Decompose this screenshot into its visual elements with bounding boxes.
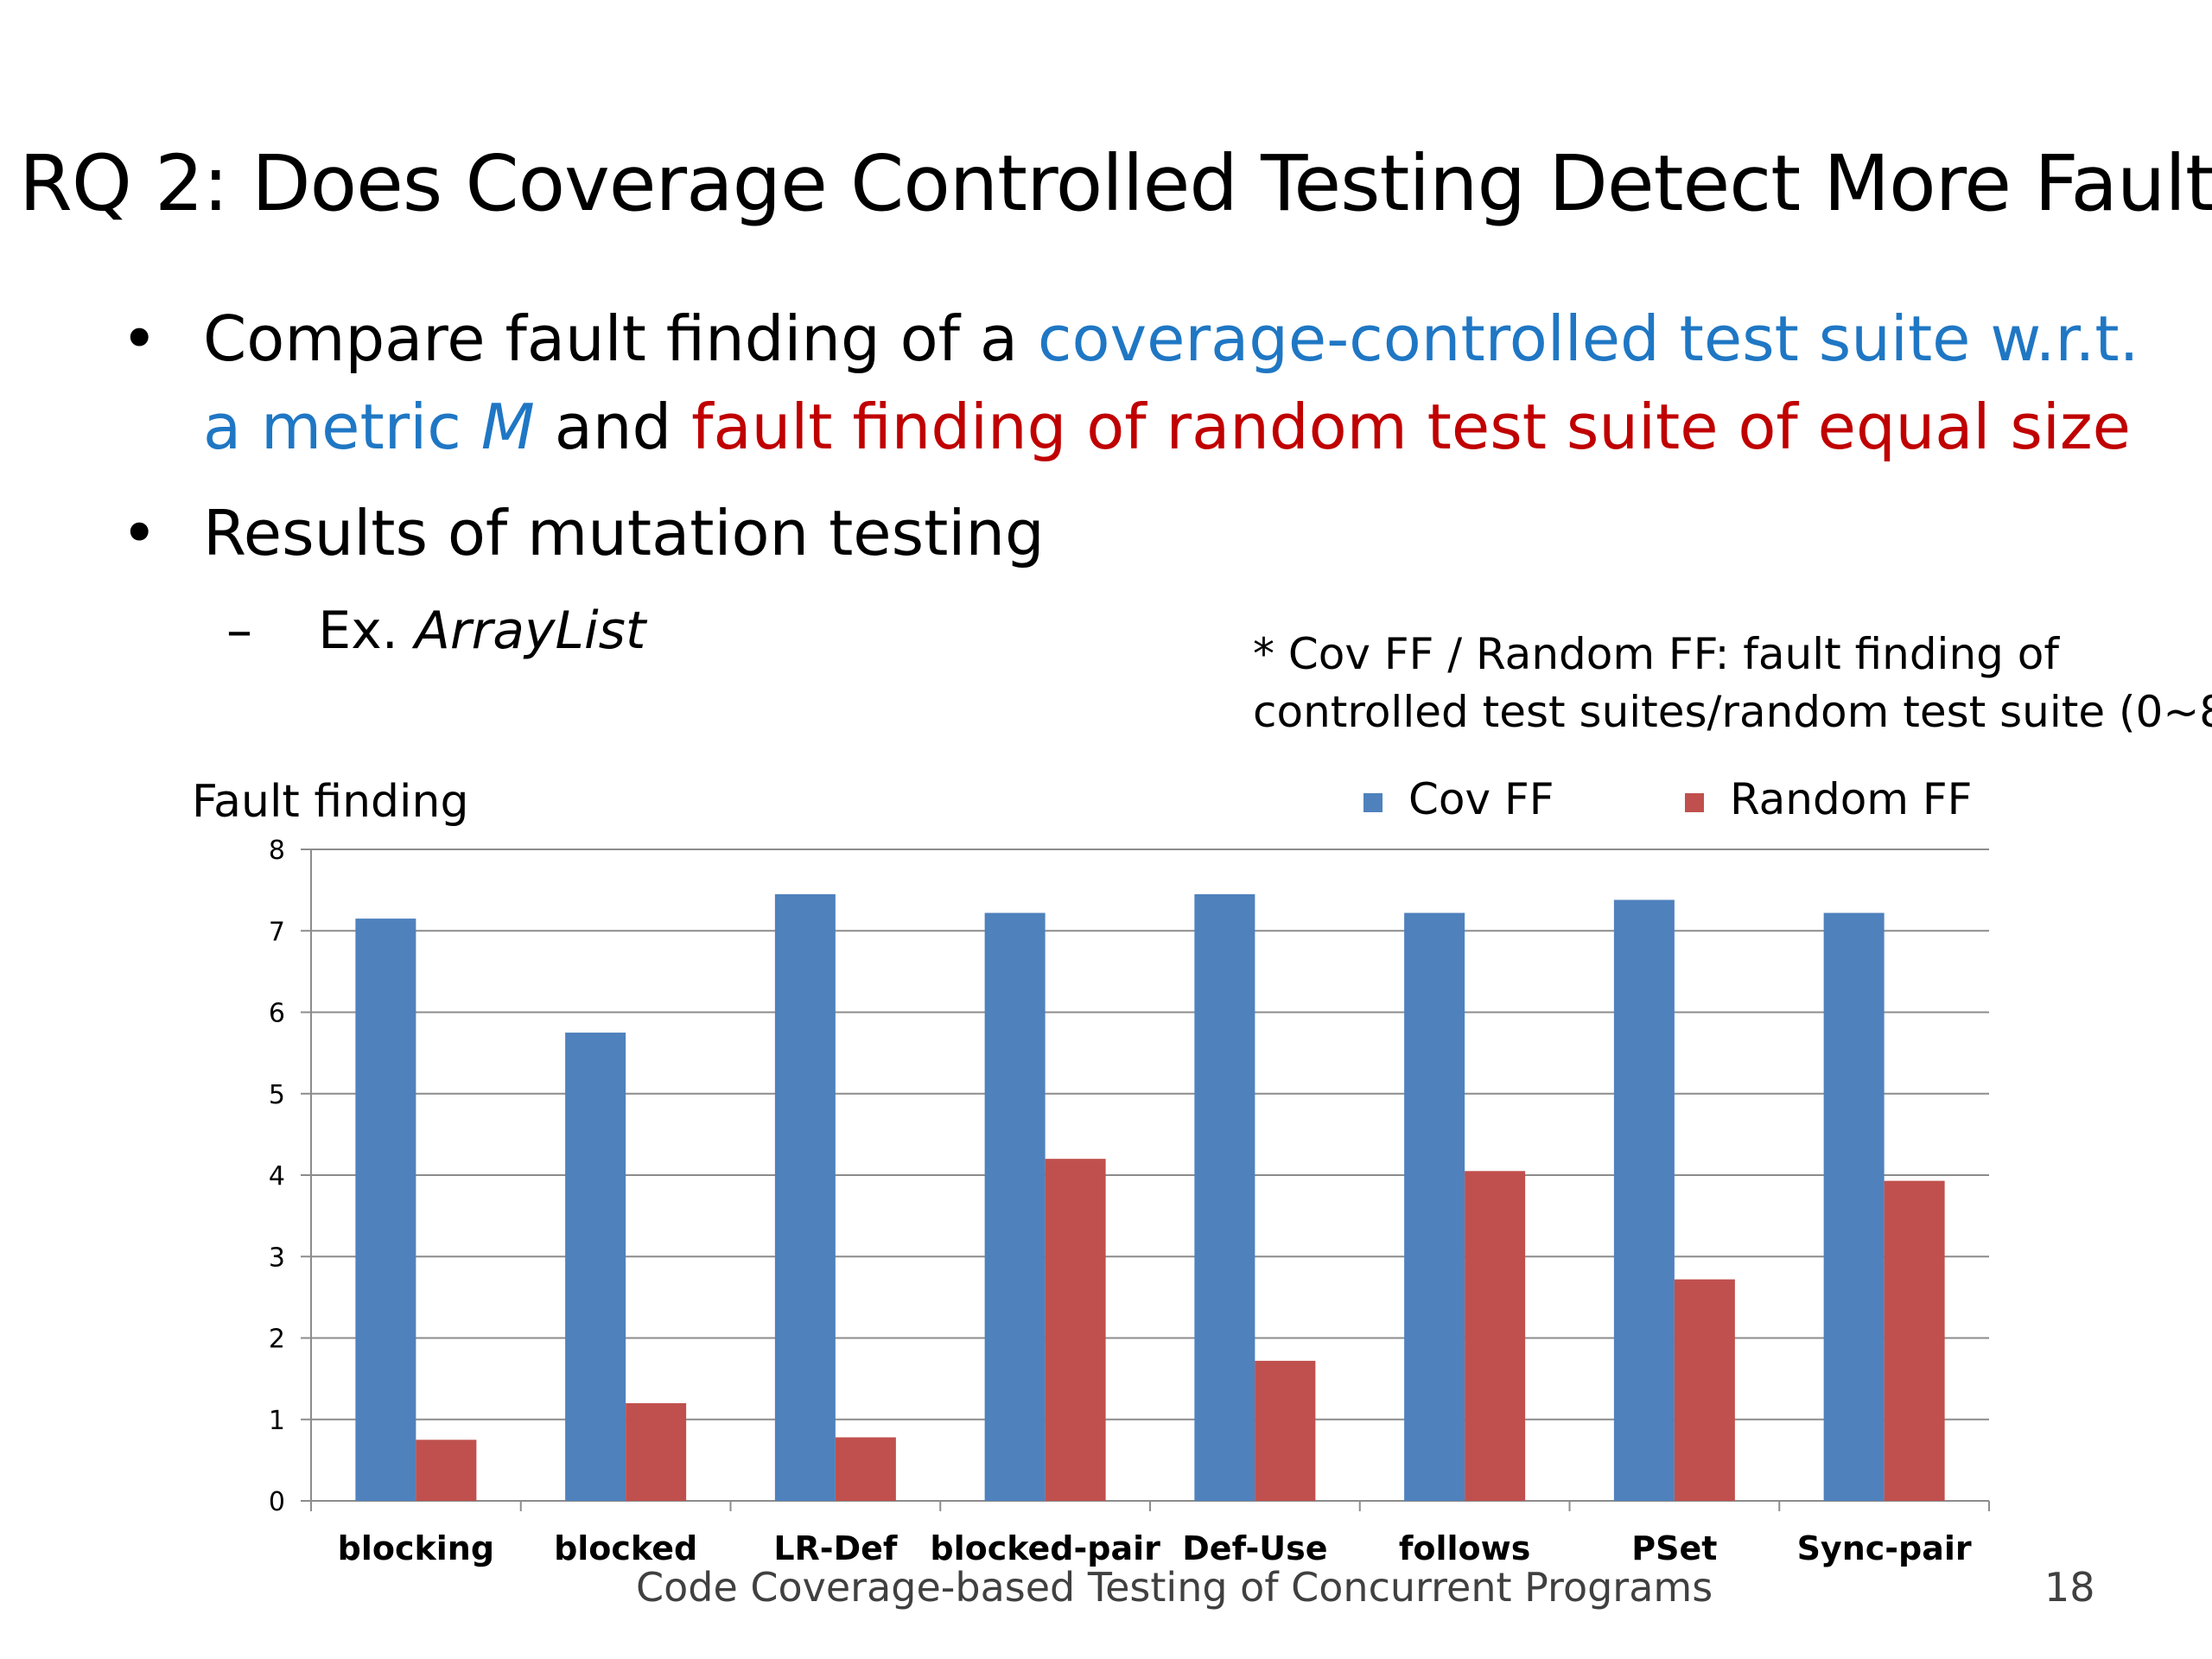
bar-random-ff	[1884, 1180, 1945, 1501]
x-category-label: Sync-pair	[1797, 1529, 1972, 1567]
bar-cov-ff	[1404, 912, 1465, 1501]
x-category-label: Def-Use	[1182, 1529, 1327, 1567]
bullet-marker: •	[121, 302, 158, 375]
sub-bullet-dash: –	[226, 601, 252, 661]
bar-random-ff	[416, 1440, 477, 1501]
y-tick-label: 0	[269, 1487, 285, 1517]
bullet-1-text-a: Compare fault finding of a	[203, 302, 1038, 375]
note-line-2: controlled test suites/random test suite…	[1253, 687, 2212, 737]
bar-random-ff	[626, 1402, 687, 1501]
legend-swatch	[1363, 793, 1382, 812]
x-category-label: LR-Def	[773, 1529, 898, 1567]
bar-cov-ff	[1823, 912, 1885, 1501]
bullet-1-text-m: M	[480, 391, 535, 463]
sub-bullet-prefix: Ex.	[318, 601, 415, 661]
x-category-label: blocked-pair	[930, 1529, 1160, 1567]
bullet-marker: •	[121, 497, 158, 569]
bullet-1-text-metric: a metric	[203, 391, 481, 463]
bar-random-ff	[1255, 1360, 1316, 1501]
bar-cov-ff	[1194, 893, 1255, 1501]
bar-random-ff	[1045, 1159, 1106, 1501]
bullet-1: • Compare fault finding of a coverage-co…	[121, 302, 2139, 375]
y-tick-label: 7	[269, 917, 285, 947]
x-category-label: follows	[1399, 1529, 1531, 1567]
bar-cov-ff	[355, 918, 416, 1501]
note-line-1: * Cov FF / Random FF: fault finding of	[1253, 629, 2059, 679]
legend-label: Random FF	[1730, 774, 1972, 824]
y-tick-label: 5	[269, 1080, 285, 1110]
bar-cov-ff	[565, 1033, 626, 1501]
bullet-2: • Results of mutation testing	[121, 497, 1045, 569]
y-tick-label: 2	[269, 1325, 285, 1355]
bullet-1-line-2: a metric M and fault finding of random t…	[203, 391, 2131, 463]
legend-swatch	[1685, 793, 1704, 812]
legend-label: Cov FF	[1408, 774, 1554, 824]
x-category-label: blocked	[554, 1529, 697, 1567]
x-category-label: blocking	[338, 1529, 494, 1567]
bullet-1-text-blue: coverage-controlled test suite w.r.t.	[1037, 302, 2139, 375]
bar-random-ff	[835, 1437, 896, 1501]
bullet-1-text-and: and	[534, 391, 692, 463]
y-tick-label: 4	[269, 1161, 285, 1192]
bar-cov-ff	[984, 912, 1046, 1501]
y-tick-label: 3	[269, 1243, 285, 1273]
bar-random-ff	[1674, 1279, 1735, 1501]
bar-random-ff	[1465, 1171, 1526, 1501]
y-tick-label: 1	[269, 1406, 285, 1436]
bullet-1-text-red: fault finding of random test suite of eq…	[691, 391, 2131, 463]
sub-bullet-italic: ArrayList	[414, 601, 646, 661]
y-axis-label: Fault finding	[192, 776, 469, 828]
sub-bullet: – Ex. ArrayList	[226, 601, 645, 661]
bar-cov-ff	[774, 893, 836, 1501]
bullet-2-text: Results of mutation testing	[203, 497, 1045, 569]
slide-title: RQ 2: Does Coverage Controlled Testing D…	[19, 138, 2212, 228]
y-tick-label: 8	[269, 836, 285, 866]
page-number: 18	[2044, 1564, 2095, 1611]
x-category-label: PSet	[1631, 1529, 1717, 1567]
bar-cov-ff	[1613, 899, 1675, 1501]
footer-text: Code Coverage-based Testing of Concurren…	[636, 1564, 1713, 1611]
y-tick-label: 6	[269, 999, 285, 1029]
